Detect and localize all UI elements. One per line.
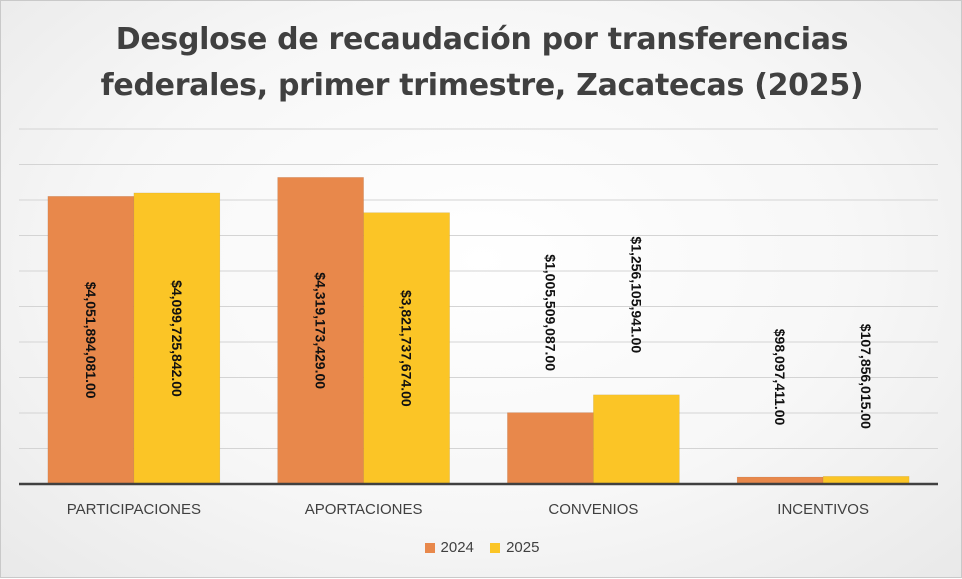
legend-item-2025: 2025 xyxy=(490,539,539,556)
category-label-participaciones: PARTICIPACIONES xyxy=(67,501,201,518)
chart-title-line-1: Desglose de recaudación por transferenci… xyxy=(115,22,849,57)
data-label-participaciones-2025: $4,099,725,842.00 xyxy=(169,280,185,397)
legend-label-2024: 2024 xyxy=(440,539,474,556)
category-label-incentivos: INCENTIVOS xyxy=(777,501,869,518)
category-label-aportaciones: APORTACIONES xyxy=(305,501,423,518)
bar-participaciones-2024 xyxy=(47,196,135,485)
data-label-aportaciones-2024: $4,319,173,429.00 xyxy=(313,272,329,389)
data-label-participaciones-2024: $4,051,894,081.00 xyxy=(83,282,99,399)
category-labels: PARTICIPACIONES APORTACIONES CONVENIOS INCE… xyxy=(67,501,869,518)
data-label-convenios-2024: $1,005,509,087.00 xyxy=(542,254,558,371)
legend-label-2025: 2025 xyxy=(506,539,540,556)
data-label-convenios-2025: $1,256,105,941.00 xyxy=(628,236,644,353)
data-label-incentivos-2024: $98,097,411.00 xyxy=(772,329,788,426)
legend-swatch-2025 xyxy=(490,542,501,553)
category-label-convenios: CONVENIOS xyxy=(548,501,638,518)
bar-aportaciones-2024 xyxy=(277,177,364,485)
bar-convenios-2024 xyxy=(507,412,594,485)
legend-swatch-2024 xyxy=(424,542,435,553)
data-label-incentivos-2025: $107,856,015.00 xyxy=(858,324,874,429)
bar-aportaciones-2025 xyxy=(363,212,450,485)
chart-title-line-2: federales, primer trimestre, Zacatecas (… xyxy=(100,68,864,103)
legend: 2024 2025 xyxy=(1,539,962,557)
bar-convenios-2025 xyxy=(593,394,680,485)
chart-title: Desglose de recaudación por transferenci… xyxy=(1,17,962,109)
data-label-aportaciones-2025: $3,821,737,674.00 xyxy=(399,290,415,407)
legend-item-2024: 2024 xyxy=(424,539,474,556)
bars: $4,051,894,081.00 $4,099,725,842.00 $4,319… xyxy=(47,177,910,485)
